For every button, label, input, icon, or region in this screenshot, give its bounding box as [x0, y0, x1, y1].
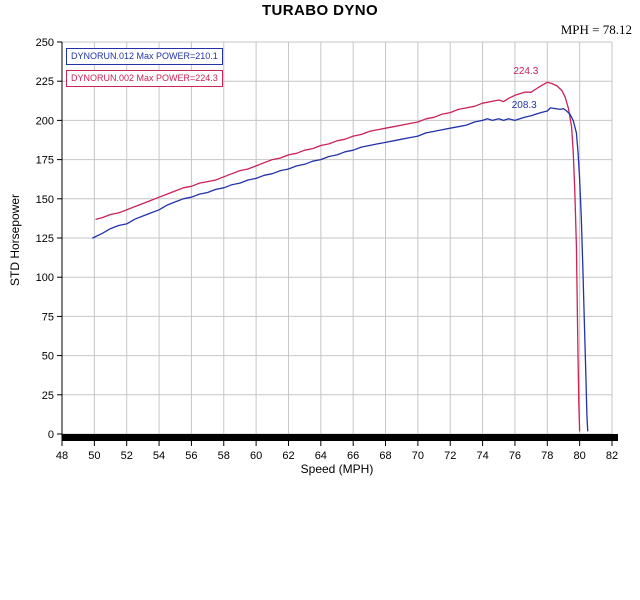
chart-title: TURABO DYNO	[261, 2, 379, 19]
series-line-dynorun-012	[92, 107, 589, 432]
x-tick-label: 76	[509, 450, 521, 462]
y-axis-label: STD Horsepower	[8, 193, 22, 287]
x-tick-label: 82	[606, 450, 618, 462]
y-tick-label: 175	[36, 155, 54, 167]
y-tick-label: 250	[36, 37, 54, 49]
y-tick-label: 25	[42, 390, 54, 402]
x-tick-label: 48	[56, 450, 68, 462]
x-tick-label: 72	[444, 450, 456, 462]
y-tick-label: 100	[36, 272, 54, 284]
x-axis-label: Speed (MPH)	[300, 462, 374, 476]
series-line-dynorun-002	[95, 81, 581, 432]
y-tick-label: 50	[42, 351, 54, 363]
x-tick-label: 52	[121, 450, 133, 462]
x-tick-label: 64	[315, 450, 327, 462]
x-tick-label: 62	[282, 450, 294, 462]
x-tick-label: 80	[574, 450, 586, 462]
x-tick-label: 70	[412, 450, 424, 462]
mph-readout: MPH = 78.12	[560, 22, 632, 37]
peak-value-annotation: 224.3	[513, 65, 539, 77]
x-tick-label: 78	[541, 450, 553, 462]
legend-item-dynorun-012: DYNORUN.012 Max POWER=210.1	[66, 48, 223, 65]
x-tick-label: 66	[347, 450, 359, 462]
x-axis-bar	[62, 434, 618, 441]
y-tick-label: 200	[36, 115, 54, 127]
x-tick-label: 54	[153, 450, 165, 462]
y-tick-label: 75	[42, 311, 54, 323]
y-tick-label: 0	[48, 429, 54, 441]
plot-area: 48 50 52 54 56 58 60 62 64 66 68 70 72 74 76 78 80 82 0 25 5…	[36, 37, 618, 462]
x-tick-label: 74	[476, 450, 488, 462]
peak-value-annotation: 208.3	[511, 100, 537, 112]
legend-item-dynorun-002: DYNORUN.002 Max POWER=224.3	[66, 70, 223, 87]
x-tick-label: 50	[88, 450, 100, 462]
y-tick-label: 225	[36, 76, 54, 88]
x-tick-label: 68	[379, 450, 391, 462]
x-tick-label: 58	[218, 450, 230, 462]
x-tick-label: 60	[250, 450, 262, 462]
y-tick-label: 125	[36, 233, 54, 245]
y-tick-label: 150	[36, 194, 54, 206]
x-tick-label: 56	[185, 450, 197, 462]
